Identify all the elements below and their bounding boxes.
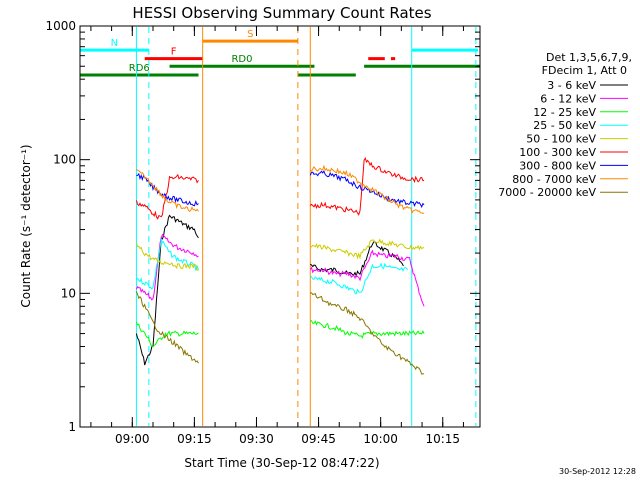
series-line-100-300-kev	[135, 173, 199, 220]
flag-label-rd0: RD0	[231, 54, 252, 65]
flag-label-n: N	[111, 38, 118, 49]
x-tick-label: 09:30	[239, 432, 274, 446]
series-lines	[135, 156, 425, 375]
legend-label-25-50-kev: 25 - 50 keV	[533, 119, 596, 132]
legend-label-100-300-kev: 100 - 300 keV	[519, 146, 596, 159]
series-line-12-25-kev	[310, 320, 425, 339]
legend-label-800-7000-kev: 800 - 7000 keV	[512, 173, 596, 186]
generation-timestamp: 30-Sep-2012 12:28	[559, 467, 636, 476]
legend-label-50-100-kev: 50 - 100 keV	[526, 133, 596, 146]
series-line-6-12-kev	[135, 233, 199, 301]
flag-label-f: F	[171, 47, 177, 58]
series-line-7000-20000-kev	[310, 292, 425, 375]
legend: Det 1,3,5,6,7,9, FDecim 1, Att 0 3 - 6 k…	[498, 51, 632, 199]
series-line-3-6-kev	[310, 240, 404, 278]
mode-flags: N S F RD0 RD6	[80, 29, 480, 77]
x-tick-label: 09:15	[177, 432, 212, 446]
legend-label-12-25-kev: 12 - 25 keV	[533, 106, 596, 119]
y-tick-label: 10	[61, 286, 76, 300]
series-line-12-25-kev	[135, 321, 199, 348]
y-tick-label: 1	[68, 420, 76, 434]
series-line-6-12-kev	[309, 249, 425, 307]
y-axis-ticks: 1 10 100 1000	[45, 19, 480, 434]
series-line-3-6-kev	[135, 214, 199, 366]
legend-label-6-12-kev: 6 - 12 keV	[540, 92, 596, 105]
legend-header-line-2: FDecim 1, Att 0	[542, 64, 627, 77]
mode-boundaries	[135, 27, 477, 426]
series-line-50-100-kev	[135, 242, 199, 271]
x-tick-label: 10:15	[425, 432, 460, 446]
series-line-7000-20000-kev	[135, 291, 199, 364]
series-line-800-7000-kev	[136, 168, 199, 213]
series-line-50-100-kev	[310, 238, 425, 260]
series-line-800-7000-kev	[309, 164, 425, 215]
legend-label-300-800-kev: 300 - 800 keV	[519, 159, 596, 172]
x-tick-label: 10:00	[363, 432, 398, 446]
chart-title: HESSI Observing Summary Count Rates	[132, 4, 431, 22]
x-axis-label: Start Time (30-Sep-12 08:47:22)	[184, 456, 379, 470]
legend-label-3-6-kev: 3 - 6 keV	[547, 79, 596, 92]
series-line-300-800-kev	[136, 172, 199, 207]
flag-label-s: S	[247, 29, 253, 40]
x-tick-label: 09:45	[301, 432, 336, 446]
series-line-300-800-kev	[309, 170, 425, 209]
y-axis-label: Count Rate (s⁻¹ detector⁻¹)	[19, 144, 33, 307]
y-tick-label: 100	[53, 153, 76, 167]
series-line-25-50-kev	[136, 237, 199, 290]
flag-label-rd6: RD6	[129, 63, 150, 74]
y-tick-label: 1000	[45, 19, 76, 33]
x-tick-label: 09:00	[115, 432, 150, 446]
series-line-25-50-kev	[309, 262, 409, 295]
x-axis-ticks: 09:00 09:15 09:30 09:45 10:00 10:15	[90, 26, 464, 446]
legend-label-7000-20000-kev: 7000 - 20000 keV	[498, 186, 596, 199]
series-line-100-300-kev	[309, 156, 425, 216]
plot-frame	[79, 25, 481, 428]
legend-header-line-1: Det 1,3,5,6,7,9,	[546, 51, 632, 64]
